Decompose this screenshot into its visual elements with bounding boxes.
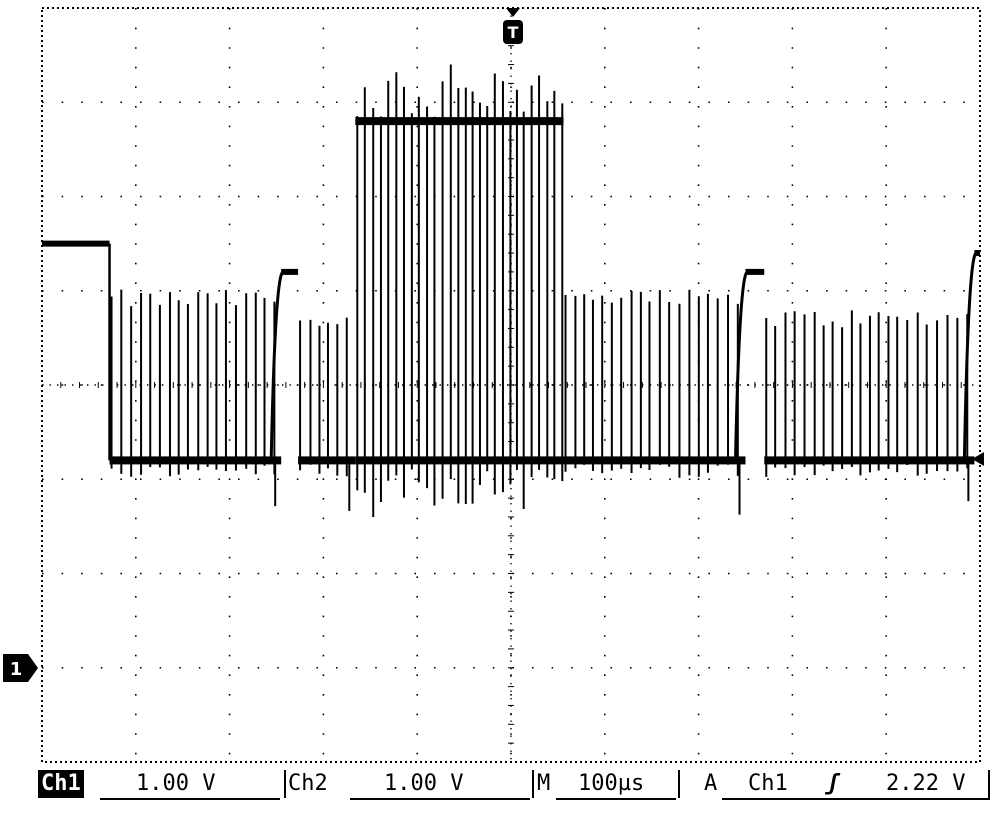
trace-rise-edge xyxy=(734,270,749,461)
trace-baseline xyxy=(298,456,356,465)
trace-baseline xyxy=(355,456,564,465)
trace-level xyxy=(974,250,980,257)
markers: T 1 xyxy=(3,8,984,682)
ch2-volts-per-div: 1.00 V xyxy=(384,771,464,796)
status-bar: Ch1 1.00 V Ch2 1.00 V M 100µs A Ch1 ʃ 2.… xyxy=(0,768,997,802)
trigger-slope-icon[interactable]: ʃ xyxy=(826,771,840,796)
trigger-position-arrow-icon xyxy=(506,8,520,17)
ch2-scale-underline xyxy=(350,798,530,800)
trigger-underline xyxy=(722,798,990,800)
status-divider xyxy=(532,770,534,798)
status-divider xyxy=(988,770,990,798)
trace-rise-edge xyxy=(269,270,285,461)
trace-baseline xyxy=(109,456,282,465)
channel-1-ground-marker-label: 1 xyxy=(10,659,23,680)
graticule-grid xyxy=(41,7,981,763)
trace-rise-edge xyxy=(962,251,978,461)
ch1-label[interactable]: Ch1 xyxy=(38,770,84,798)
trace-baseline xyxy=(563,456,746,465)
timebase-label: M xyxy=(537,771,551,796)
trace-level xyxy=(281,268,299,275)
trigger-marker-box xyxy=(503,20,523,44)
trigger-level[interactable]: 2.22 V xyxy=(886,771,966,796)
trace-level xyxy=(42,240,110,247)
ch2-label[interactable]: Ch2 xyxy=(288,771,328,796)
status-divider xyxy=(678,770,680,798)
timebase-underline xyxy=(556,798,676,800)
ch1-scale-underline xyxy=(100,798,280,800)
trigger-source[interactable]: Ch1 xyxy=(748,771,788,796)
trace-level xyxy=(745,268,765,275)
ch1-trace xyxy=(42,64,980,517)
trace-high-band xyxy=(355,117,564,126)
trigger-level-arrow-icon xyxy=(972,452,984,466)
trigger-marker-label: T xyxy=(508,23,519,42)
channel-1-ground-marker-icon xyxy=(3,654,38,682)
trigger-label: A xyxy=(704,771,718,796)
ch1-volts-per-div: 1.00 V xyxy=(136,771,216,796)
timebase-value[interactable]: 100µs xyxy=(578,771,645,796)
status-divider xyxy=(284,770,286,798)
